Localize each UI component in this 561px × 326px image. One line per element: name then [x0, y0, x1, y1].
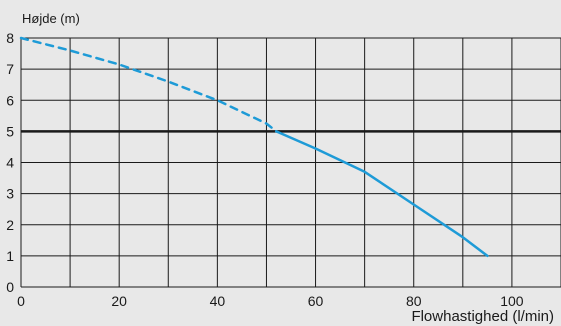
x-axis-label: Flowhastighed (l/min) [411, 308, 554, 325]
y-tick-label: 8 [6, 30, 14, 46]
y-tick-label: 0 [6, 279, 14, 295]
x-tick-label: 60 [308, 293, 324, 309]
x-tick-label: 80 [406, 293, 422, 309]
y-tick-label: 6 [6, 92, 14, 108]
series-line-dashed [19, 36, 278, 133]
y-axis-label: Højde (m) [22, 11, 80, 26]
series-line-solid [275, 130, 489, 258]
y-tick-label: 4 [6, 155, 14, 171]
series-layer [19, 36, 489, 258]
x-tick-label: 40 [210, 293, 226, 309]
x-tick-label: 0 [17, 293, 25, 309]
y-tick-label: 5 [6, 123, 14, 139]
x-tick-label: 20 [111, 293, 127, 309]
x-tick-label: 100 [500, 293, 524, 309]
y-tick-label: 1 [6, 248, 14, 264]
y-tick-label: 2 [6, 217, 14, 233]
y-tick-label: 7 [6, 61, 14, 77]
y-tick-label: 3 [6, 186, 14, 202]
